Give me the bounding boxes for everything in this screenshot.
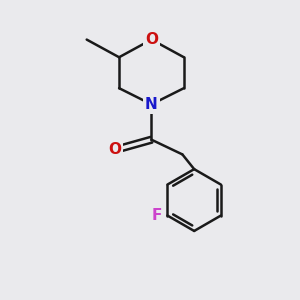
Text: O: O bbox=[145, 32, 158, 47]
Text: N: N bbox=[145, 97, 158, 112]
Text: F: F bbox=[152, 208, 162, 223]
Text: O: O bbox=[108, 142, 121, 158]
